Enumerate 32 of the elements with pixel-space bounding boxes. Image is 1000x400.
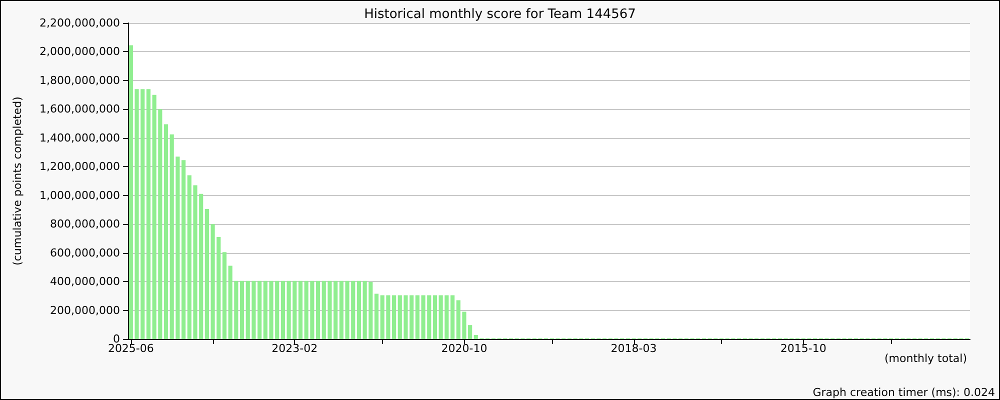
bar bbox=[240, 280, 244, 339]
bar bbox=[432, 295, 438, 339]
y-tick-label: 400,000,000 bbox=[50, 275, 120, 288]
bar bbox=[280, 280, 285, 339]
bar bbox=[450, 295, 455, 339]
y-tick-label: 2,000,000,000 bbox=[40, 45, 120, 58]
y-tick-label: 600,000,000 bbox=[50, 246, 120, 260]
bar bbox=[374, 294, 379, 339]
bar bbox=[298, 280, 303, 339]
bar bbox=[164, 124, 168, 339]
y-tick-label: 1,000,000,000 bbox=[40, 188, 120, 202]
x-tick-label: 2023-02 bbox=[272, 342, 318, 355]
bar bbox=[146, 89, 151, 339]
y-tick-label: 1,600,000,000 bbox=[40, 102, 120, 116]
x-tick-label: 2015-10 bbox=[780, 342, 826, 355]
y-tick-label: 1,200,000,000 bbox=[40, 160, 120, 174]
y-tick-label: 1,400,000,000 bbox=[40, 131, 120, 144]
y-tick-label: 200,000,000 bbox=[50, 304, 120, 317]
y-axis-title: (cumulative points completed) bbox=[11, 96, 24, 266]
text: Graph creation timer (ms): 0.024 bbox=[812, 386, 996, 399]
bar bbox=[182, 160, 186, 339]
bar bbox=[222, 252, 227, 339]
bar bbox=[316, 280, 320, 339]
chart-title: Historical monthly score for Team 144567 bbox=[364, 7, 636, 22]
y-tick-label: 2,200,000,000 bbox=[40, 16, 120, 30]
y-tick-label: 800,000,000 bbox=[50, 218, 120, 231]
x-tick-label: 2018-03 bbox=[610, 342, 657, 355]
bar bbox=[392, 295, 396, 339]
x-axis-title: (monthly total) bbox=[884, 352, 967, 365]
x-tick-label: 2020-10 bbox=[441, 342, 488, 355]
bar bbox=[356, 280, 362, 339]
y-tick-label: 1,800,000,000 bbox=[40, 74, 120, 87]
